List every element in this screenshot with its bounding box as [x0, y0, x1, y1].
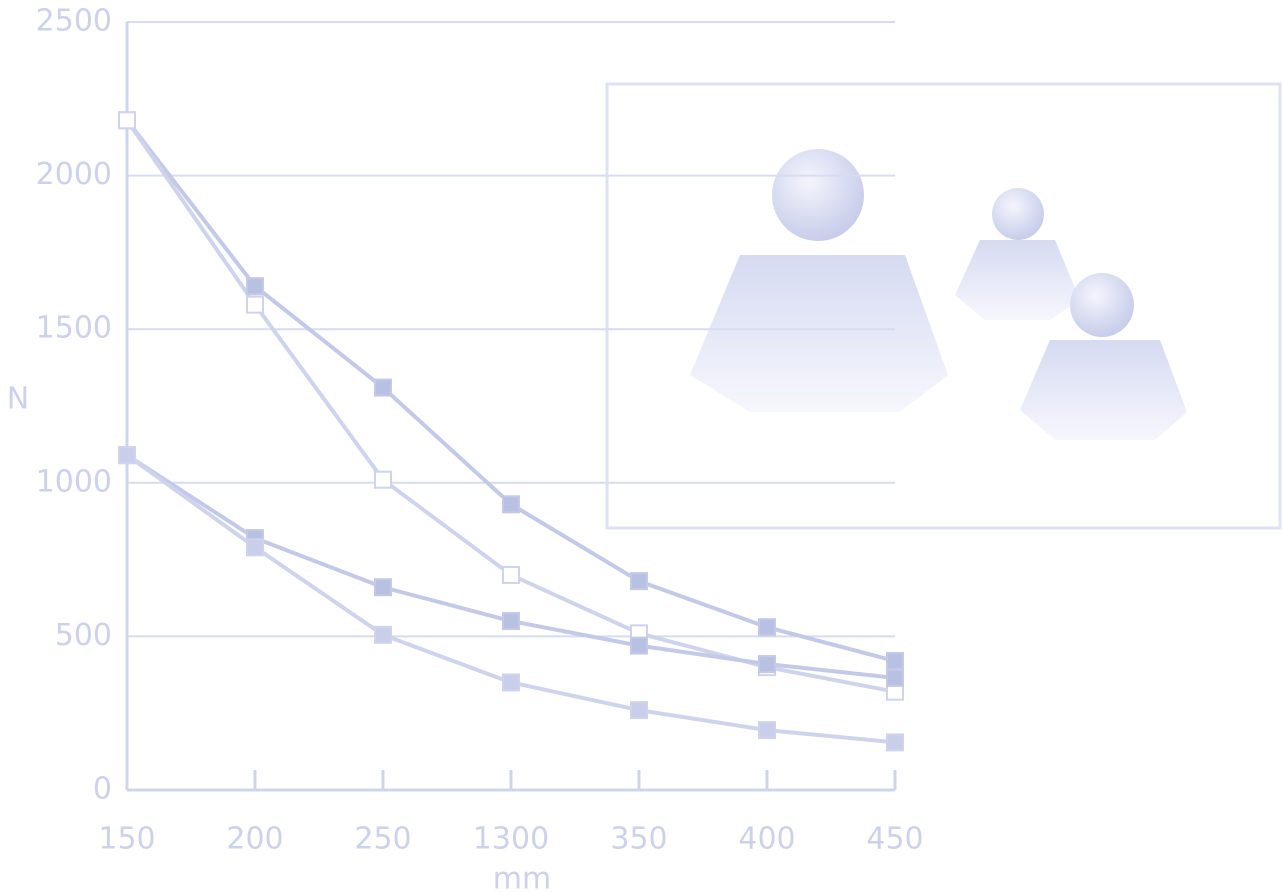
point-marker — [374, 470, 392, 489]
x-tick-label: 450 — [866, 822, 923, 857]
point-marker — [246, 277, 264, 296]
y-tick-label: 1000 — [36, 464, 112, 499]
y-tick-label: 1500 — [36, 311, 112, 346]
x-tick-label: 400 — [738, 822, 795, 857]
y-tick-label: 0 — [93, 772, 112, 807]
point-marker — [374, 378, 392, 397]
y-tick-label: 2500 — [36, 4, 112, 39]
x-tick-label: 350 — [610, 822, 667, 857]
x-tick-label: 250 — [354, 822, 411, 857]
point-marker — [502, 673, 520, 692]
point-marker — [630, 572, 648, 591]
point-marker — [502, 612, 520, 631]
point-marker — [886, 733, 904, 752]
point-marker — [118, 446, 136, 465]
point-marker — [246, 538, 264, 557]
x-tick-label: 150 — [98, 822, 155, 857]
point-marker — [118, 111, 136, 130]
y-axis-label: N — [7, 382, 29, 417]
image-panel — [605, 82, 1282, 530]
y-tick-label: 500 — [55, 618, 112, 653]
point-marker — [630, 636, 648, 655]
x-tick-label: 200 — [226, 822, 283, 857]
point-marker — [758, 618, 776, 637]
point-marker — [374, 578, 392, 597]
x-tick-label: 1300 — [473, 822, 549, 857]
point-marker — [630, 701, 648, 720]
point-marker — [374, 625, 392, 644]
x-axis-label: mm — [493, 862, 551, 892]
point-marker — [758, 655, 776, 674]
point-marker — [886, 668, 904, 687]
point-marker — [502, 565, 520, 584]
people-icon — [690, 149, 1187, 440]
point-marker — [758, 721, 776, 740]
point-marker — [246, 295, 264, 314]
point-marker — [886, 651, 904, 670]
y-tick-label: 2000 — [36, 157, 112, 192]
point-marker — [502, 495, 520, 514]
